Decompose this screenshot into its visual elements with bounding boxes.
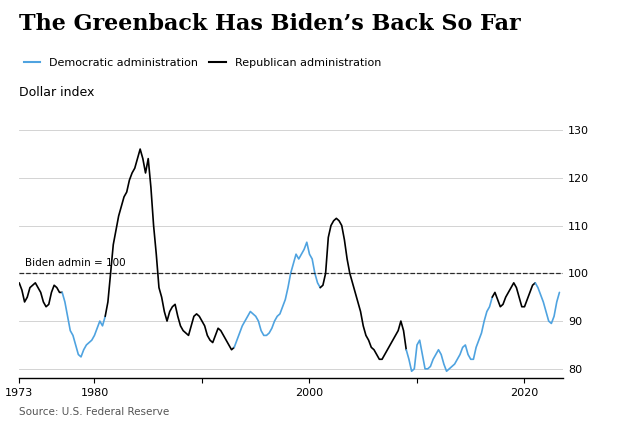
Text: The Greenback Has Biden’s Back So Far: The Greenback Has Biden’s Back So Far <box>19 13 521 35</box>
Text: Biden admin = 100: Biden admin = 100 <box>24 258 125 267</box>
Text: Source: U.S. Federal Reserve: Source: U.S. Federal Reserve <box>19 407 170 417</box>
Text: Dollar index: Dollar index <box>19 86 95 99</box>
Legend: Democratic administration, Republican administration: Democratic administration, Republican ad… <box>19 54 386 73</box>
